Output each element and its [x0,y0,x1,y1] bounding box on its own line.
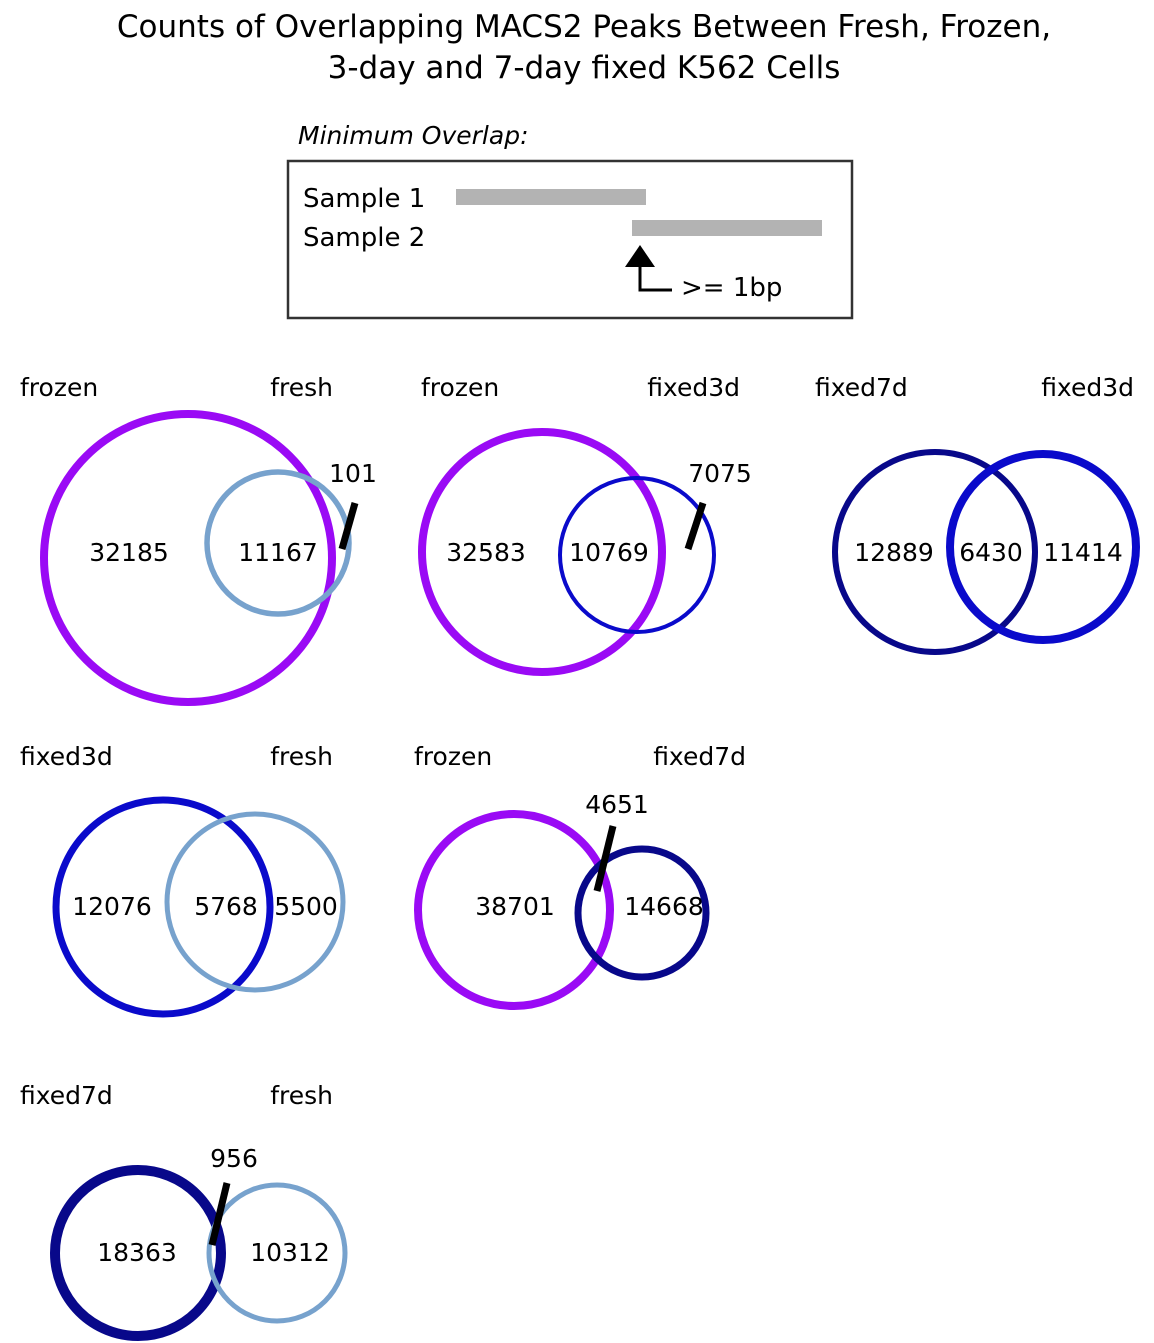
venn-right-set-label: fixed7d [653,742,746,771]
venn-circle-fixed3d [558,476,716,634]
venn-left-set-label: fixed7d [20,1081,113,1110]
leader-line [593,825,617,892]
venn-circle-fixed7d [574,845,710,981]
venn-right-set-label: fixed3d [647,373,740,402]
count-intersection: 6430 [959,538,1023,567]
overlap-arrow-line [638,265,672,292]
venn-left-set-label: frozen [414,742,492,771]
figure-title-line2: 3-day and 7-day fixed K562 Cells [328,50,841,86]
leader-lines [208,501,707,1246]
count-intersection: 10769 [569,538,649,567]
count-right-only: 10312 [250,1238,330,1267]
legend-sample1-label: Sample 1 [303,184,425,214]
venn-panel-5: frozen fixed7d [414,742,746,771]
count-left-only: 38701 [475,892,555,921]
venn-right-set-label: fresh [270,373,333,402]
leader-line [208,1182,231,1246]
count-intersection: 11167 [238,538,318,567]
figure-title-line1: Counts of Overlapping MACS2 Peaks Betwee… [117,9,1051,45]
legend-sample1-bar [456,189,646,205]
venn-circles [40,410,1140,1341]
venn-right-set-label: fixed3d [1041,373,1134,402]
venn-left-set-label: fixed7d [815,373,908,402]
venn-circle-fixed7d [832,449,1038,655]
venn-panel-4: fixed3d fresh [20,742,333,771]
count-left-only: 12889 [854,538,934,567]
venn-circle-fixed3d [946,450,1140,644]
venn-panel-6: fixed7d fresh [20,1081,333,1110]
legend-caption: Minimum Overlap: [298,121,529,150]
venn-circle-fixed3d [52,796,274,1018]
count-right-only: 14668 [624,892,704,921]
count-left-only: 12076 [72,892,152,921]
venn-circle-frozen [418,428,666,676]
venn-circle-fresh [206,1182,348,1324]
venn-right-set-label: fresh [270,742,333,771]
count-right-only: 5500 [274,892,338,921]
venn-panel-1: frozen fresh [20,373,333,402]
count-intersection: 5768 [194,892,258,921]
venn-left-set-label: frozen [20,373,98,402]
legend-frame [286,159,854,320]
count-left-only: 32185 [89,538,169,567]
count-left-only: 32583 [446,538,526,567]
venn-circle-frozen [40,410,336,706]
venn-circle-fixed7d [50,1165,226,1341]
leader-line [684,501,707,551]
leader-line [338,502,359,550]
legend-threshold: >= 1bp [681,273,782,303]
count-right-only: 11414 [1043,538,1123,567]
overlap-legend: Minimum Overlap: Sample 1 Sample 2 >= 1b… [286,121,854,320]
venn-left-set-label: frozen [421,373,499,402]
count-right-only: 7075 [688,459,752,488]
legend-sample2-bar [632,220,822,236]
count-intersection: 4651 [585,790,649,819]
venn-panel-2: frozen fixed3d [421,373,740,402]
venn-circle-frozen [414,810,614,1010]
venn-right-set-label: fresh [270,1081,333,1110]
legend-sample2-label: Sample 2 [303,223,425,253]
count-right-only: 101 [329,459,377,488]
arrow-up-icon [625,245,655,267]
count-intersection: 956 [210,1144,258,1173]
venn-circle-fresh [164,811,346,993]
venn-left-set-label: fixed3d [20,742,113,771]
venn-counts: 32185 11167 101 32583 10769 7075 12889 6… [72,459,1123,1267]
venn-circle-fresh [204,469,352,617]
venn-panel-3: fixed7d fixed3d [815,373,1134,402]
count-left-only: 18363 [97,1238,177,1267]
